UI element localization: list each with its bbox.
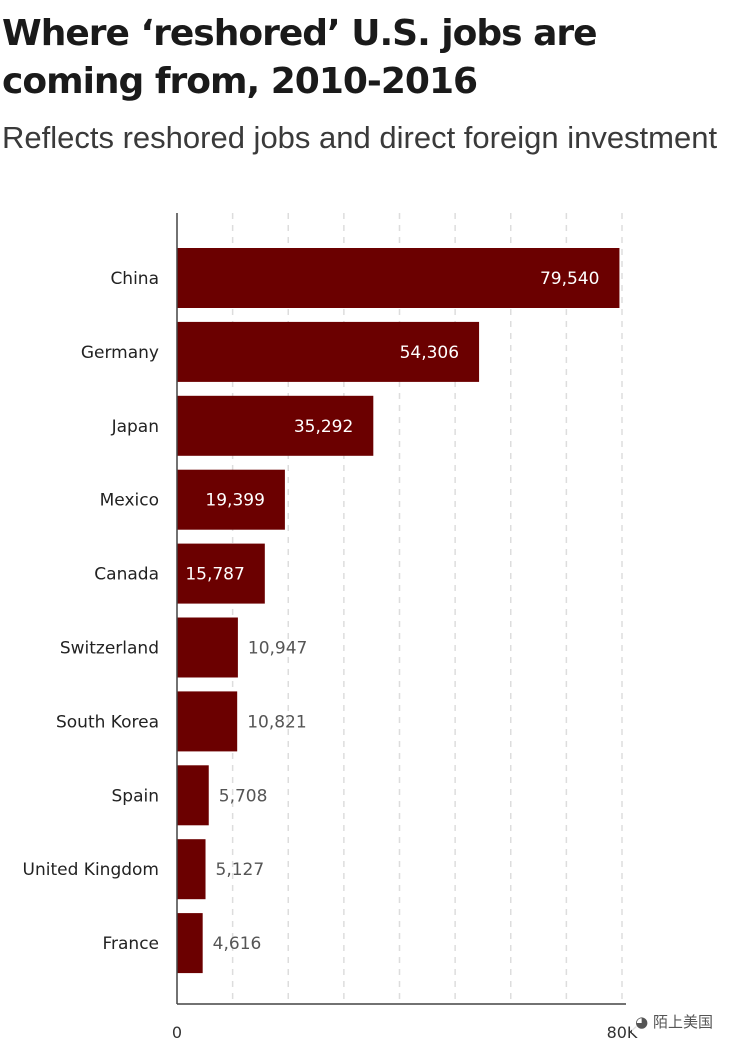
category-label-6: South Korea (56, 712, 159, 732)
bar-1 (177, 321, 480, 382)
value-label-6: 10,821 (247, 712, 306, 732)
labels: China 79,540 Germany 54,306 Japan 35,292 Mexic… (23, 269, 600, 954)
bar-6 (177, 691, 238, 752)
x-tick-label-1: 80K (607, 1023, 638, 1042)
category-label-2: Japan (111, 417, 159, 437)
axes: 0 80K (172, 213, 638, 1042)
watermark: ◕ 陌上美国 (632, 1010, 716, 1033)
value-label-5: 10,947 (248, 639, 307, 659)
bar-5 (177, 617, 238, 678)
wechat-icon: ◕ (635, 1013, 649, 1031)
value-label-9: 4,616 (213, 934, 262, 954)
category-label-9: France (102, 934, 159, 954)
category-label-1: Germany (81, 343, 159, 363)
chart-subtitle: Reflects reshored jobs and direct foreig… (2, 120, 718, 155)
bar-4 (177, 543, 265, 604)
value-label-4: 15,787 (185, 565, 244, 585)
category-label-5: Switzerland (60, 639, 159, 659)
category-label-3: Mexico (100, 491, 159, 511)
bars (177, 248, 620, 974)
value-label-3: 19,399 (205, 491, 264, 511)
value-label-7: 5,708 (219, 786, 268, 806)
value-label-0: 79,540 (540, 269, 599, 289)
bar-9 (177, 913, 203, 974)
value-label-1: 54,306 (400, 343, 459, 363)
value-label-2: 35,292 (294, 417, 353, 437)
bar-3 (177, 469, 285, 530)
value-label-8: 5,127 (216, 860, 265, 880)
category-label-0: China (110, 269, 159, 289)
bar-7 (177, 765, 209, 826)
bar-2 (177, 395, 374, 456)
watermark-text: 陌上美国 (652, 1013, 713, 1031)
chart-title: Where ‘reshored’ U.S. jobs are coming fr… (2, 13, 598, 102)
category-label-7: Spain (112, 786, 160, 806)
x-tick-label-0: 0 (172, 1023, 182, 1042)
category-label-4: Canada (94, 565, 159, 585)
category-label-8: United Kingdom (23, 860, 159, 880)
bar-8 (177, 839, 206, 900)
bar-0 (177, 248, 620, 308)
